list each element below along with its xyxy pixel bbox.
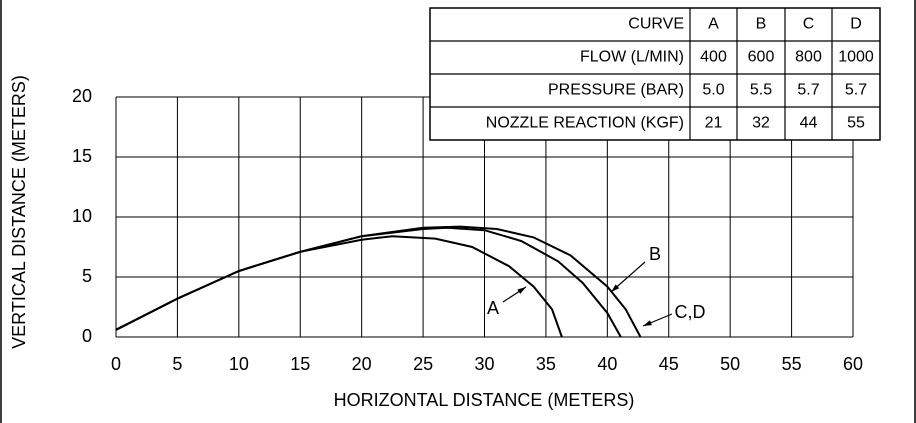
table-cell: 1000 xyxy=(838,49,874,66)
table-cell: D xyxy=(850,16,862,33)
table-cell: 21 xyxy=(705,115,723,132)
annotation: B xyxy=(649,244,661,264)
x-tick-label: 30 xyxy=(474,354,494,374)
table-cell: 400 xyxy=(700,49,727,66)
x-tick-label: 20 xyxy=(352,354,372,374)
arrow-head xyxy=(517,287,526,294)
x-tick-label: 35 xyxy=(536,354,556,374)
annotation: A xyxy=(487,298,499,318)
trajectory-line xyxy=(115,235,563,338)
table-cell: A xyxy=(708,16,719,33)
x-tick-label: 45 xyxy=(659,354,679,374)
x-tick-label: 40 xyxy=(597,354,617,374)
table-cell: 55 xyxy=(847,115,865,132)
table-cell: B xyxy=(756,16,767,33)
y-tick-label: 15 xyxy=(72,146,92,166)
table-cell: FLOW (L/MIN) xyxy=(580,49,684,66)
x-tick-label: 50 xyxy=(720,354,740,374)
x-tick-label: 60 xyxy=(843,354,863,374)
arrow-head xyxy=(611,284,620,292)
trajectory-line xyxy=(115,226,622,338)
annotation: C,D xyxy=(675,302,706,322)
y-tick-label: 0 xyxy=(82,326,92,346)
legend-table: CURVE A B C D FLOW (L/MIN) 400 600 800 1000 PRESSU… xyxy=(429,7,881,141)
arrow-head xyxy=(643,320,652,326)
table-cell: 5.5 xyxy=(750,82,772,99)
table-cell: C xyxy=(803,16,815,33)
y-tick-label: 5 xyxy=(82,266,92,286)
trajectory-line xyxy=(115,225,642,338)
x-tick-label: 10 xyxy=(229,354,249,374)
table-cell: 44 xyxy=(800,115,818,132)
y-tick-label: 20 xyxy=(72,86,92,106)
table-cell: 600 xyxy=(748,49,775,66)
table-cell: 5.7 xyxy=(845,82,867,99)
x-axis-label: HORIZONTAL DISTANCE (METERS) xyxy=(334,390,635,410)
x-tick-label: 5 xyxy=(172,354,182,374)
y-axis-label: VERTICAL DISTANCE (METERS) xyxy=(9,75,29,349)
table-cell: 5.7 xyxy=(797,82,819,99)
x-tick-label: 25 xyxy=(413,354,433,374)
table-cell: NOZZLE REACTION (KGF) xyxy=(486,115,684,132)
x-tick-label: 55 xyxy=(782,354,802,374)
x-tick-label: 15 xyxy=(290,354,310,374)
table-cell: PRESSURE (BAR) xyxy=(548,82,684,99)
table-cell: 800 xyxy=(795,49,822,66)
table-cell: CURVE xyxy=(628,16,684,33)
y-tick-label: 10 xyxy=(72,206,92,226)
table-cell: 5.0 xyxy=(702,82,724,99)
table-cell: 32 xyxy=(752,115,770,132)
x-tick-label: 0 xyxy=(111,354,121,374)
